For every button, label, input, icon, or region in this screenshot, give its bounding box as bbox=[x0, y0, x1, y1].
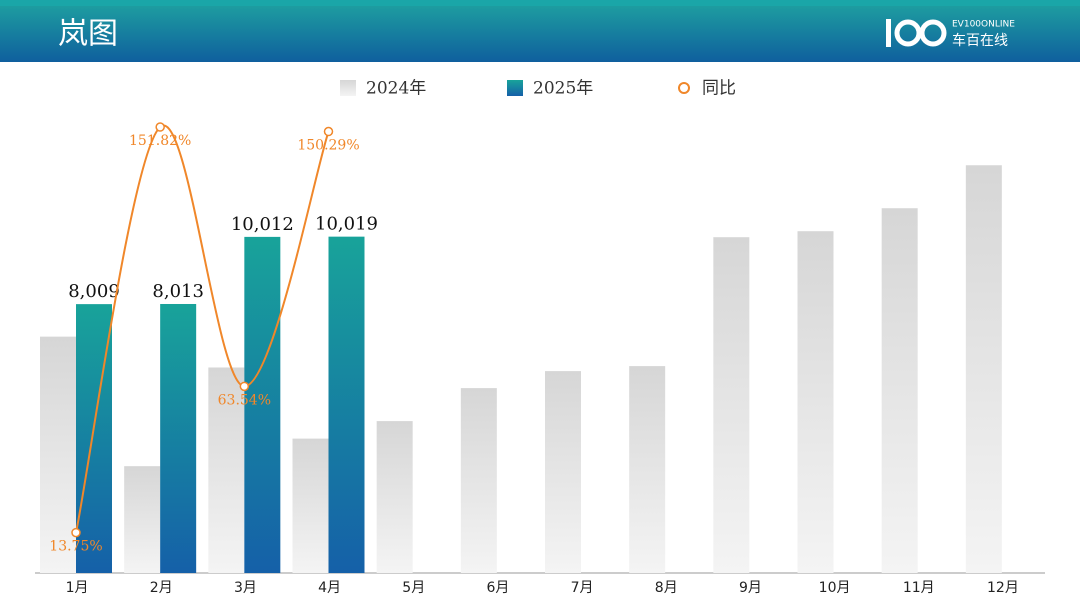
bar bbox=[328, 236, 365, 573]
x-tick-label: 3月 bbox=[234, 580, 257, 596]
logo bbox=[886, 19, 947, 47]
bar bbox=[208, 367, 245, 573]
bar bbox=[460, 388, 497, 573]
page-title: 岚图 bbox=[58, 17, 118, 52]
bar bbox=[160, 303, 197, 573]
bar bbox=[376, 421, 413, 573]
legend-label: 2025年 bbox=[533, 79, 593, 99]
bar bbox=[244, 236, 281, 573]
x-tick-label: 9月 bbox=[739, 580, 762, 596]
x-tick-label: 5月 bbox=[402, 580, 425, 596]
data-label: 63.54% bbox=[218, 392, 271, 408]
line-point bbox=[323, 126, 334, 137]
legend-label: 2024年 bbox=[366, 79, 426, 99]
logo-text: EV100ONLINE bbox=[952, 20, 1015, 30]
bar bbox=[40, 336, 76, 573]
data-label: 8,009 bbox=[68, 281, 120, 302]
data-label: 150.29% bbox=[297, 138, 359, 154]
bar bbox=[124, 466, 161, 573]
data-label: 13.75% bbox=[49, 539, 102, 555]
logo-text: 车百在线 bbox=[952, 32, 1008, 49]
line bbox=[75, 124, 330, 533]
legend-swatch bbox=[340, 80, 356, 96]
x-tick-label: 4月 bbox=[318, 580, 341, 596]
bar bbox=[545, 371, 581, 573]
data-label: 10,019 bbox=[315, 214, 378, 235]
x-tick-label: 10月 bbox=[819, 580, 851, 596]
bar bbox=[292, 438, 329, 573]
header-banner bbox=[0, 0, 1080, 62]
bar bbox=[629, 366, 666, 573]
bar bbox=[797, 231, 834, 573]
line-point bbox=[71, 527, 81, 538]
x-tick-label: 8月 bbox=[655, 580, 678, 596]
x-tick-label: 1月 bbox=[66, 580, 89, 596]
header-strip bbox=[0, 0, 1080, 6]
legend-swatch bbox=[507, 80, 523, 96]
bar bbox=[713, 237, 750, 573]
legend-marker bbox=[678, 82, 690, 94]
bar bbox=[965, 165, 1002, 573]
data-label: 10,012 bbox=[231, 214, 294, 235]
x-tick-label: 2月 bbox=[150, 580, 173, 596]
data-label: 8,013 bbox=[152, 281, 204, 302]
x-tick-label: 6月 bbox=[486, 580, 509, 596]
legend-label: 同比 bbox=[702, 79, 736, 99]
line-point bbox=[155, 122, 165, 132]
data-label: 151.82% bbox=[129, 133, 191, 149]
bar bbox=[881, 208, 918, 573]
line-point bbox=[239, 381, 250, 392]
x-tick-label: 11月 bbox=[903, 580, 935, 596]
x-tick-label: 7月 bbox=[571, 580, 594, 596]
x-tick-label: 12月 bbox=[987, 580, 1019, 596]
